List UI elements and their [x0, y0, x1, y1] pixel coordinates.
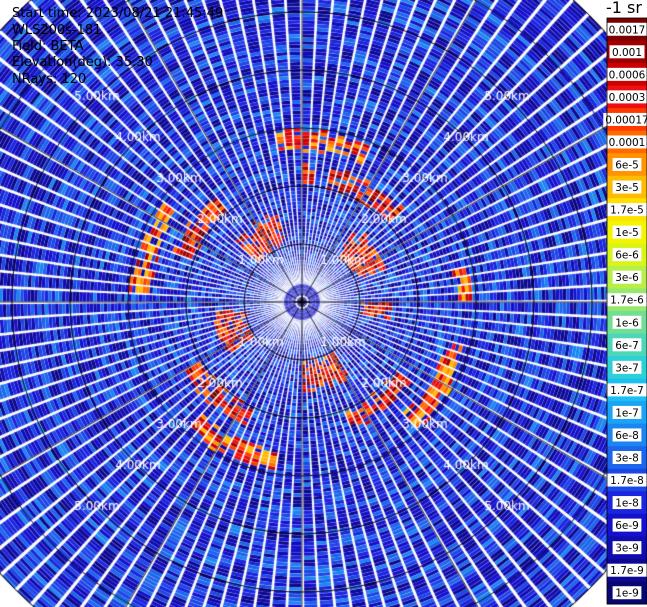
- elevation-label: Elevation(deg): 35.30: [12, 55, 153, 70]
- field-label: Field: BETA: [12, 39, 84, 54]
- start-time-label: Start time: 2023/08/21 21:45:49: [12, 6, 224, 21]
- nrays-label: NRays: 120: [12, 72, 87, 87]
- instrument-label: WLS200s-181: [12, 23, 102, 38]
- colorbar-unit-label: -1 sr: [606, 0, 642, 17]
